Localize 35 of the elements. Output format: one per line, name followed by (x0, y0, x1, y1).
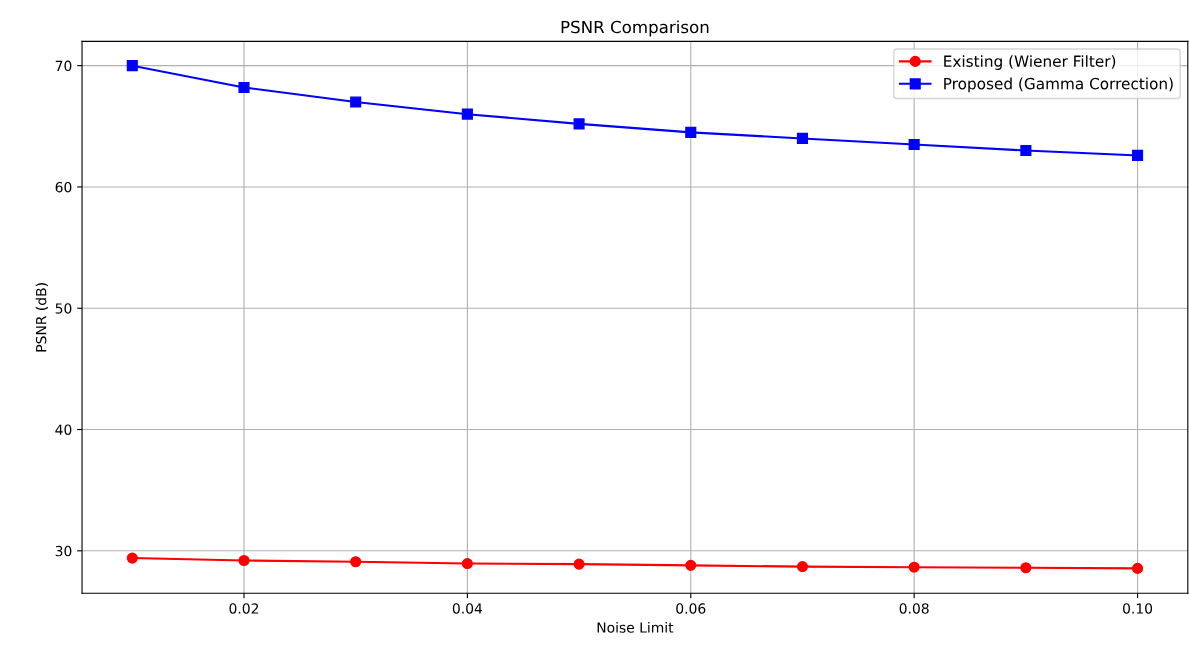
chart-title: PSNR Comparison (561, 20, 709, 37)
point (350, 556, 362, 568)
point (1020, 144, 1032, 157)
point (461, 557, 473, 570)
x-tick-label: 0.02 (229, 603, 259, 614)
point (126, 552, 138, 564)
point (796, 561, 809, 573)
x-tick-label: 0.08 (899, 603, 929, 614)
x-axis-title: Noise Limit (597, 621, 674, 633)
y-tick-label: 70 (55, 60, 72, 72)
point (238, 81, 250, 94)
y-tick-label: 60 (55, 181, 72, 193)
point (685, 559, 697, 571)
point (1020, 562, 1032, 574)
x-tick-label: 0.04 (452, 603, 483, 614)
legend-label: Proposed (Gamma Correction) (944, 77, 1173, 93)
point (685, 126, 697, 138)
point (1131, 562, 1144, 574)
y-tick-label: 50 (55, 303, 72, 314)
y-axis-title: PSNR (dB) (35, 283, 49, 352)
point (350, 96, 362, 108)
point (1131, 149, 1144, 161)
point (238, 554, 250, 567)
point (908, 561, 920, 573)
point (126, 60, 138, 72)
point (573, 118, 585, 130)
point (461, 108, 473, 120)
x-tick-label: 0.06 (676, 603, 706, 614)
y-tick-label: 40 (55, 424, 72, 435)
point (573, 558, 585, 570)
y-tick-label: 30 (55, 545, 72, 557)
x-tick-label: 0.10 (1123, 603, 1153, 614)
legend-label: Existing (Wiener Filter) (944, 55, 1116, 70)
point (796, 132, 809, 144)
point (908, 138, 920, 151)
